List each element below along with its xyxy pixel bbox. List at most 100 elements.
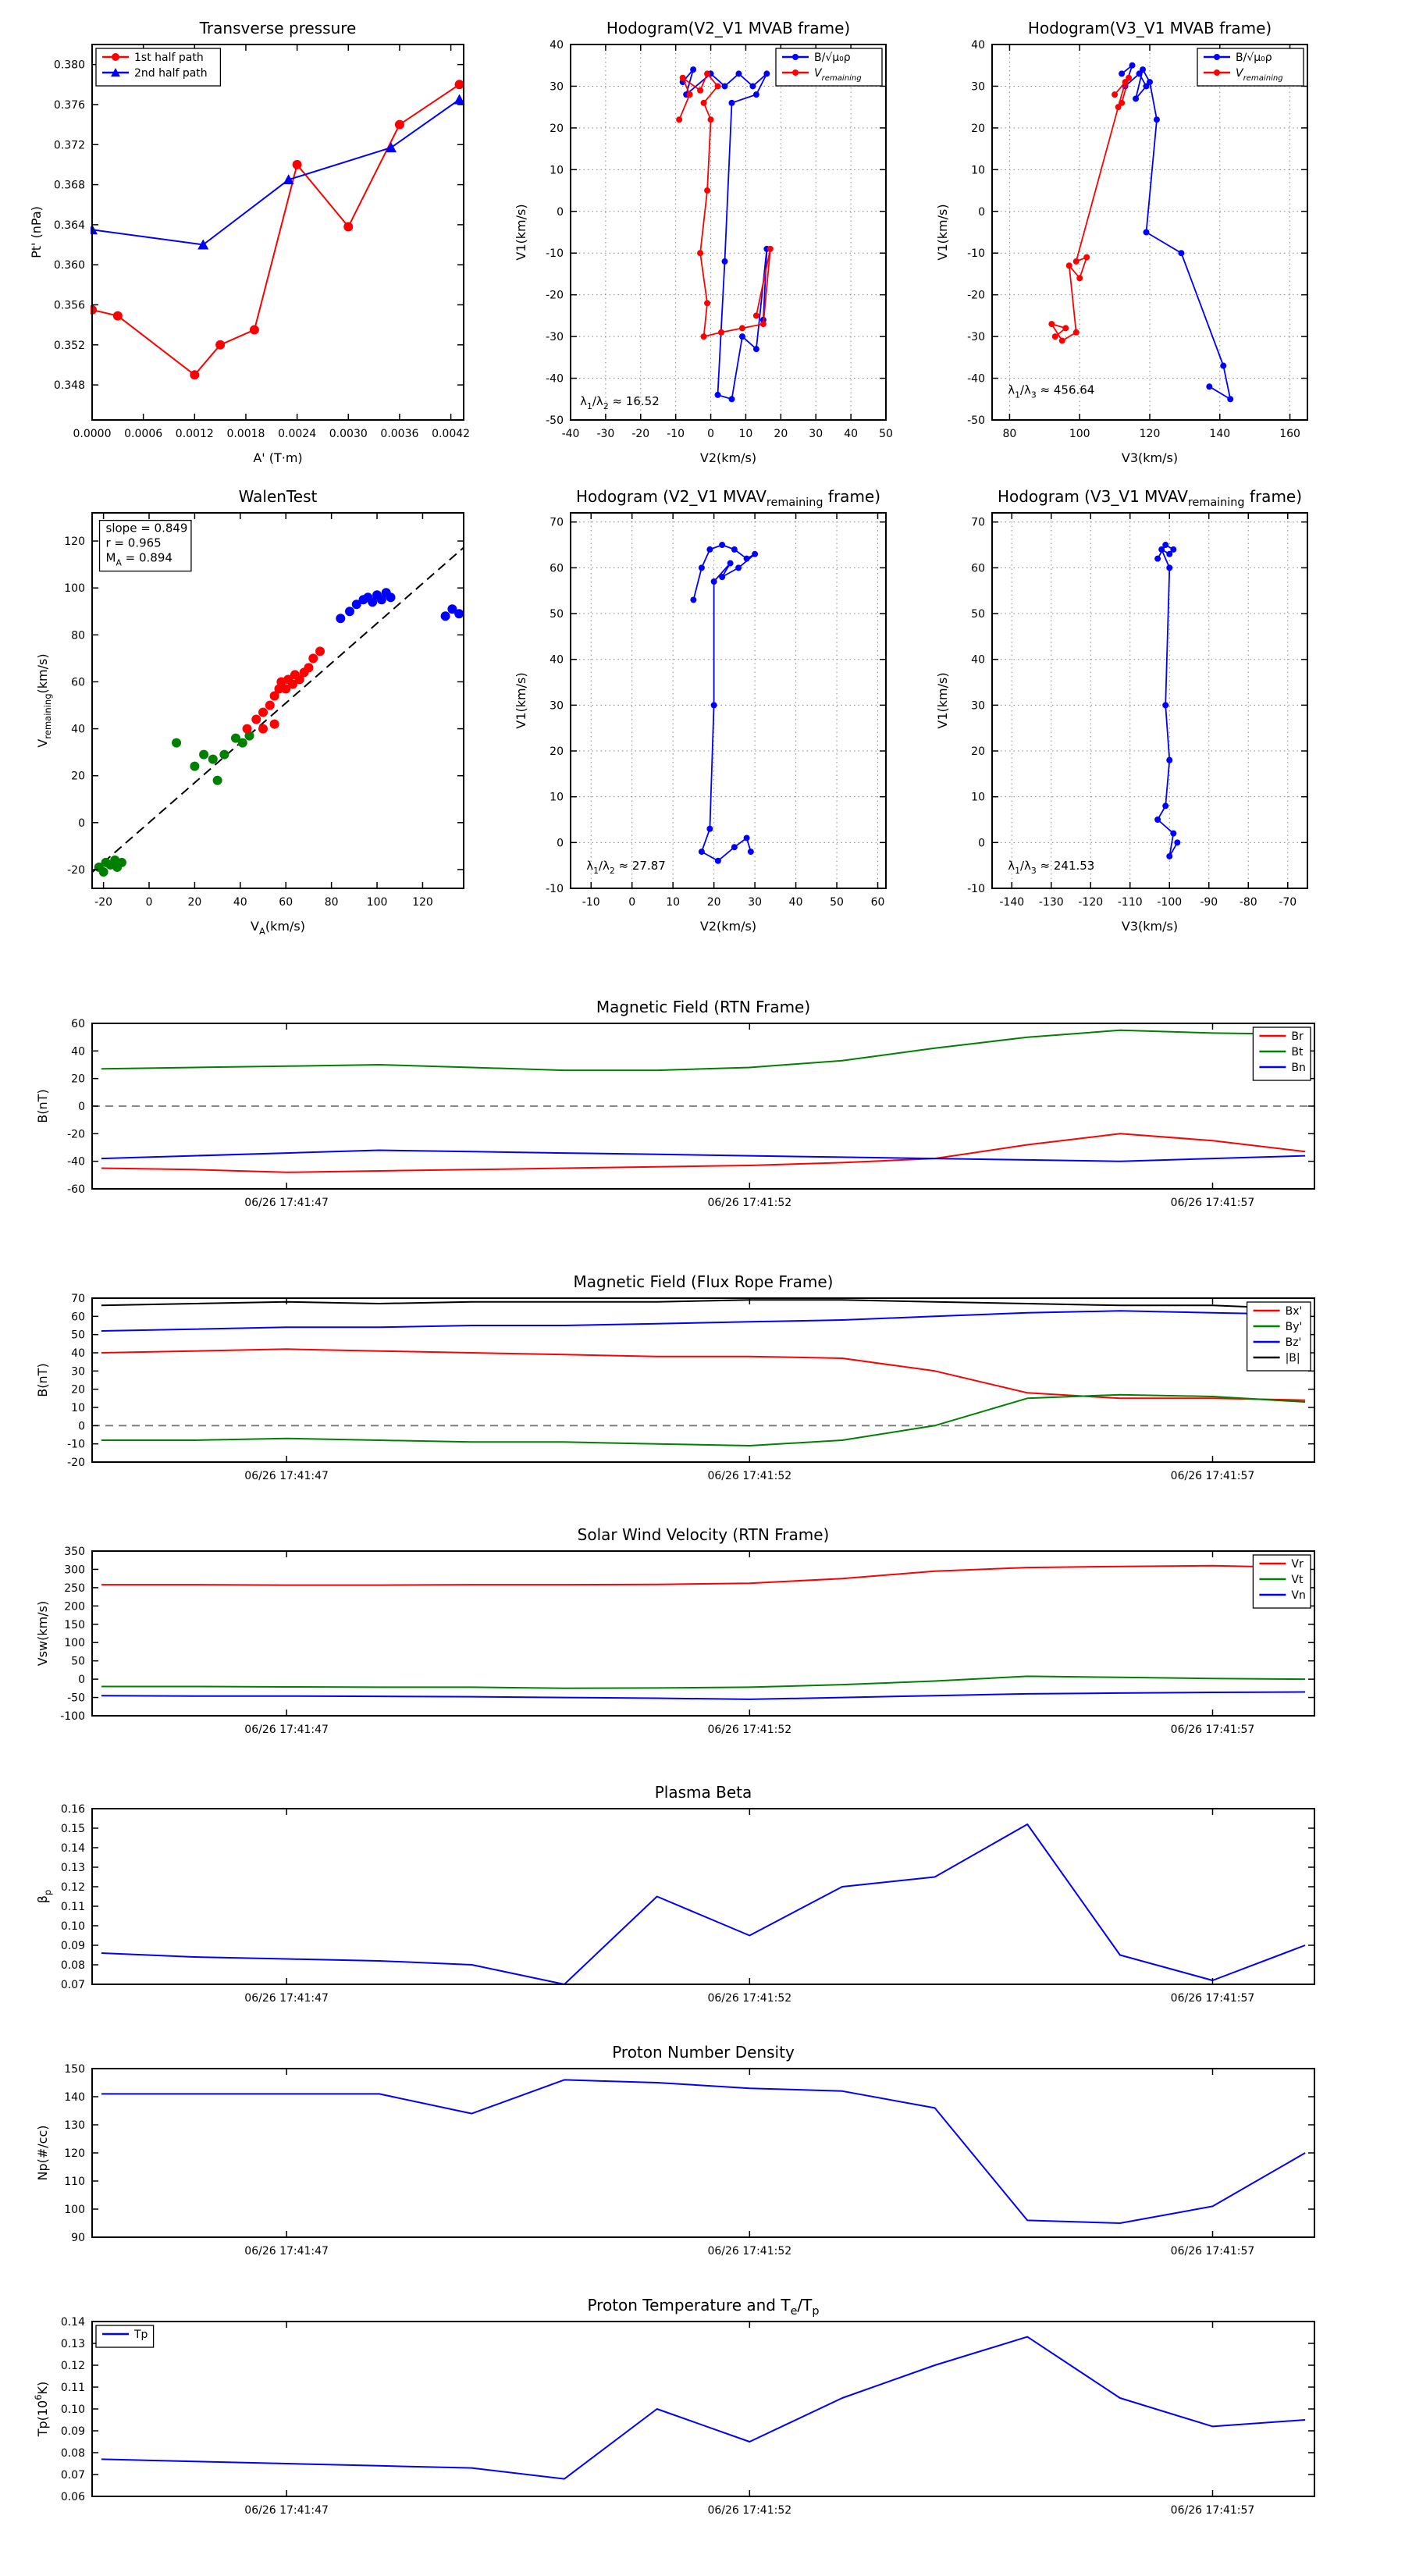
b-fluxrope-chart: 06/26 17:41:47 06/26 17:41:52 06/26 17:41:…	[35, 1272, 1315, 1482]
svg-text:60: 60	[71, 676, 85, 688]
svg-text:40: 40	[71, 1347, 85, 1360]
svg-text:0: 0	[146, 896, 153, 909]
svg-text:-50: -50	[546, 415, 564, 427]
svg-text:110: 110	[64, 2176, 85, 2188]
svg-text:slope = 0.849: slope = 0.849	[106, 521, 188, 535]
svg-text:0.10: 0.10	[61, 2403, 85, 2416]
svg-text:120: 120	[412, 896, 433, 909]
svg-text:0.0036: 0.0036	[380, 428, 418, 440]
svg-text:V1(km/s): V1(km/s)	[935, 204, 950, 260]
svg-text:0: 0	[557, 206, 564, 219]
svg-text:0.08: 0.08	[61, 2447, 85, 2460]
svg-text:120: 120	[64, 535, 85, 548]
svg-text:-30: -30	[967, 331, 985, 343]
svg-text:-10: -10	[667, 428, 685, 440]
svg-text:-10: -10	[546, 247, 564, 260]
svg-text:Transverse pressure: Transverse pressure	[199, 19, 357, 37]
svg-text:350: 350	[64, 1546, 85, 1558]
svg-text:Proton Temperature and Te/Tp: Proton Temperature and Te/Tp	[587, 2296, 819, 2318]
panel-magnetic-field-rtn: 06/26 17:41:47 06/26 17:41:52 06/26 17:41:…	[35, 998, 1315, 1209]
svg-text:Plasma Beta: Plasma Beta	[655, 1783, 752, 1802]
panel-magnetic-field-fluxrope: 06/26 17:41:47 06/26 17:41:52 06/26 17:41:…	[35, 1272, 1315, 1482]
svg-text:-30: -30	[546, 331, 564, 343]
svg-text:1st half path: 1st half path	[134, 52, 204, 64]
svg-text:140: 140	[1209, 428, 1230, 440]
svg-text:06/26 17:41:47: 06/26 17:41:47	[244, 1724, 329, 1736]
svg-text:70: 70	[71, 1293, 85, 1305]
svg-text:10: 10	[71, 1402, 85, 1414]
svg-text:70: 70	[550, 517, 564, 529]
svg-text:0.0030: 0.0030	[329, 428, 368, 440]
svg-text:-20: -20	[67, 1128, 85, 1140]
svg-text:-90: -90	[1200, 896, 1218, 909]
svg-text:Vt: Vt	[1291, 1574, 1304, 1586]
svg-text:06/26 17:41:47: 06/26 17:41:47	[244, 2504, 329, 2517]
svg-text:-130: -130	[1039, 896, 1064, 909]
svg-text:A' (T·m): A' (T·m)	[253, 450, 302, 465]
svg-text:2nd half path: 2nd half path	[134, 67, 208, 80]
svg-text:λ1/λ2 ≈ 16.52: λ1/λ2 ≈ 16.52	[580, 394, 660, 411]
svg-text:0.0012: 0.0012	[176, 428, 214, 440]
panel-proton-number-density: 06/26 17:41:47 06/26 17:41:52 06/26 17:41:…	[35, 2043, 1315, 2258]
svg-text:140: 140	[64, 2091, 85, 2104]
svg-text:10: 10	[971, 164, 985, 176]
svg-text:0.356: 0.356	[54, 299, 85, 311]
svg-text:0.07: 0.07	[61, 1979, 85, 1991]
svg-text:0.12: 0.12	[61, 1881, 85, 1894]
svg-text:60: 60	[71, 1311, 85, 1323]
svg-text:Bx': Bx'	[1286, 1305, 1303, 1318]
svg-text:-20: -20	[546, 290, 564, 302]
svg-text:100: 100	[367, 896, 388, 909]
svg-text:B/√μ₀ρ: B/√μ₀ρ	[1236, 52, 1272, 64]
svg-text:40: 40	[550, 654, 564, 667]
hodogram-v2v1-mvab-chart: -40 -30 -20 -10 0 10 20 30 40 50-50-40-30-20-1001…	[514, 19, 893, 465]
svg-text:30: 30	[550, 699, 564, 712]
svg-text:-80: -80	[1240, 896, 1257, 909]
svg-text:90: 90	[71, 2232, 85, 2244]
svg-text:40: 40	[844, 428, 858, 440]
svg-text:0: 0	[557, 837, 564, 849]
svg-text:0.09: 0.09	[61, 2425, 85, 2438]
plasma-beta-chart: 06/26 17:41:47 06/26 17:41:52 06/26 17:41:…	[35, 1783, 1315, 2005]
svg-text:Bn: Bn	[1291, 1062, 1305, 1074]
svg-text:0: 0	[78, 817, 85, 830]
svg-text:20: 20	[550, 123, 564, 135]
svg-text:0.368: 0.368	[54, 180, 85, 192]
svg-text:100: 100	[64, 582, 85, 595]
svg-text:0.14: 0.14	[61, 2316, 85, 2329]
proton-density-chart: 06/26 17:41:47 06/26 17:41:52 06/26 17:41:…	[35, 2043, 1315, 2258]
svg-text:V2(km/s): V2(km/s)	[700, 450, 756, 465]
svg-text:Tp(106K): Tp(106K)	[33, 2382, 50, 2438]
svg-text:-110: -110	[1118, 896, 1143, 909]
svg-text:06/26 17:41:47: 06/26 17:41:47	[244, 1470, 329, 1482]
svg-text:λ1/λ3 ≈ 456.64: λ1/λ3 ≈ 456.64	[1008, 382, 1094, 400]
svg-text:10: 10	[550, 164, 564, 176]
svg-text:-10: -10	[582, 896, 600, 909]
svg-text:250: 250	[64, 1582, 85, 1595]
svg-text:λ1/λ2 ≈ 27.87: λ1/λ2 ≈ 27.87	[586, 859, 666, 876]
svg-text:60: 60	[279, 896, 293, 909]
svg-text:-40: -40	[562, 428, 580, 440]
svg-text:-50: -50	[967, 415, 985, 427]
panel-transverse-pressure: 0.0000 0.0006 0.0012 0.0018 0.0024 0.0030 0.00…	[29, 19, 470, 465]
panel-hodogram-v3v1-mvav: -140 -130 -120 -110 -100 -90 -80 -70 -10 0 10 20 30 4…	[935, 487, 1308, 934]
svg-text:-10: -10	[546, 883, 564, 895]
walen-test-chart: -20 0 20 40 60 80 100 120 -20 0 20 40 60 80 100 120 Wale…	[35, 487, 464, 937]
panel-hodogram-v2v1-mvav: -10 0 10 20 30 40 50 60 -10 0 10 20 30 40 50 60 70 Hodogr…	[514, 487, 887, 934]
panel-solar-wind-velocity: 06/26 17:41:47 06/26 17:41:52 06/26 17:41:…	[35, 1525, 1315, 1736]
svg-text:30: 30	[71, 1365, 85, 1378]
panel-walen-test: -20 0 20 40 60 80 100 120 -20 0 20 40 60 80 100 120 Wale…	[35, 487, 464, 937]
svg-text:50: 50	[879, 428, 893, 440]
svg-text:10: 10	[739, 428, 753, 440]
svg-text:100: 100	[64, 2204, 85, 2216]
svg-text:0: 0	[78, 1674, 85, 1686]
svg-text:B(nT): B(nT)	[35, 1363, 50, 1397]
svg-text:V1(km/s): V1(km/s)	[514, 204, 528, 260]
svg-text:06/26 17:41:57: 06/26 17:41:57	[1171, 1992, 1255, 2005]
svg-text:-140: -140	[999, 896, 1024, 909]
svg-text:30: 30	[971, 699, 985, 712]
svg-text:Vremaining: Vremaining	[1236, 67, 1283, 83]
svg-text:Bt: Bt	[1291, 1046, 1304, 1059]
svg-text:60: 60	[871, 896, 885, 909]
